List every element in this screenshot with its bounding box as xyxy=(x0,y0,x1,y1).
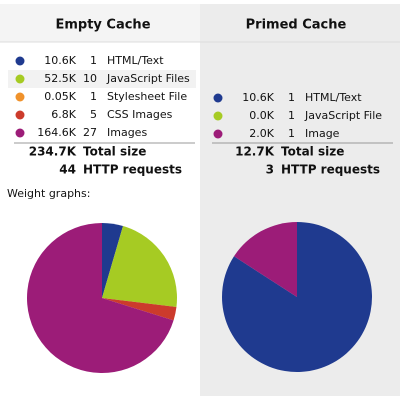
requests-label: HTTP requests xyxy=(83,163,182,177)
type: CSS Images xyxy=(107,108,173,121)
column-title: Primed Cache xyxy=(246,18,347,33)
bullet xyxy=(213,129,223,139)
size: 164.6K xyxy=(37,126,76,139)
row-shade xyxy=(8,70,196,88)
count: 1 xyxy=(288,127,295,140)
header-left xyxy=(0,4,200,42)
pie-slice xyxy=(102,298,177,321)
size: 10.6K xyxy=(44,54,76,67)
type: JavaScript File xyxy=(304,109,382,122)
bullet xyxy=(15,110,25,120)
pie-slice xyxy=(102,223,124,298)
type: Stylesheet File xyxy=(107,90,187,103)
size: 10.6K xyxy=(242,91,274,104)
count: 1 xyxy=(90,90,97,103)
requests-label: HTTP requests xyxy=(281,163,380,177)
size: 2.0K xyxy=(249,127,274,140)
count: 1 xyxy=(90,54,97,67)
size: 0.05K xyxy=(44,90,76,103)
total-size: 12.7K xyxy=(235,145,275,159)
header-right xyxy=(200,4,400,42)
type: Image xyxy=(305,127,340,140)
total-label: Total size xyxy=(83,145,146,159)
count: 1 xyxy=(288,109,295,122)
bullet xyxy=(15,128,25,138)
bullet xyxy=(213,111,223,121)
requests: 3 xyxy=(266,163,274,177)
type: JavaScript Files xyxy=(106,72,190,85)
pie-slice xyxy=(233,222,297,297)
count: 27 xyxy=(83,126,97,139)
size: 0.0K xyxy=(249,109,274,122)
type: HTML/Text xyxy=(305,91,362,104)
requests: 44 xyxy=(59,163,76,177)
size: 6.8K xyxy=(51,108,76,121)
total-size: 234.7K xyxy=(29,145,77,159)
weight-label: Weight graphs: xyxy=(7,187,90,200)
count: 1 xyxy=(288,91,295,104)
count: 10 xyxy=(83,72,97,85)
bullet xyxy=(213,93,223,103)
size: 52.5K xyxy=(44,72,76,85)
bullet xyxy=(15,74,25,84)
pie-slice xyxy=(27,223,174,373)
count: 5 xyxy=(90,108,97,121)
type: HTML/Text xyxy=(107,54,164,67)
type: Images xyxy=(107,126,147,139)
total-label: Total size xyxy=(281,145,344,159)
bullet xyxy=(15,56,25,66)
column-title: Empty Cache xyxy=(55,18,150,33)
pie-slice xyxy=(102,298,177,308)
bullet xyxy=(15,92,25,102)
pie-slice xyxy=(102,226,177,307)
